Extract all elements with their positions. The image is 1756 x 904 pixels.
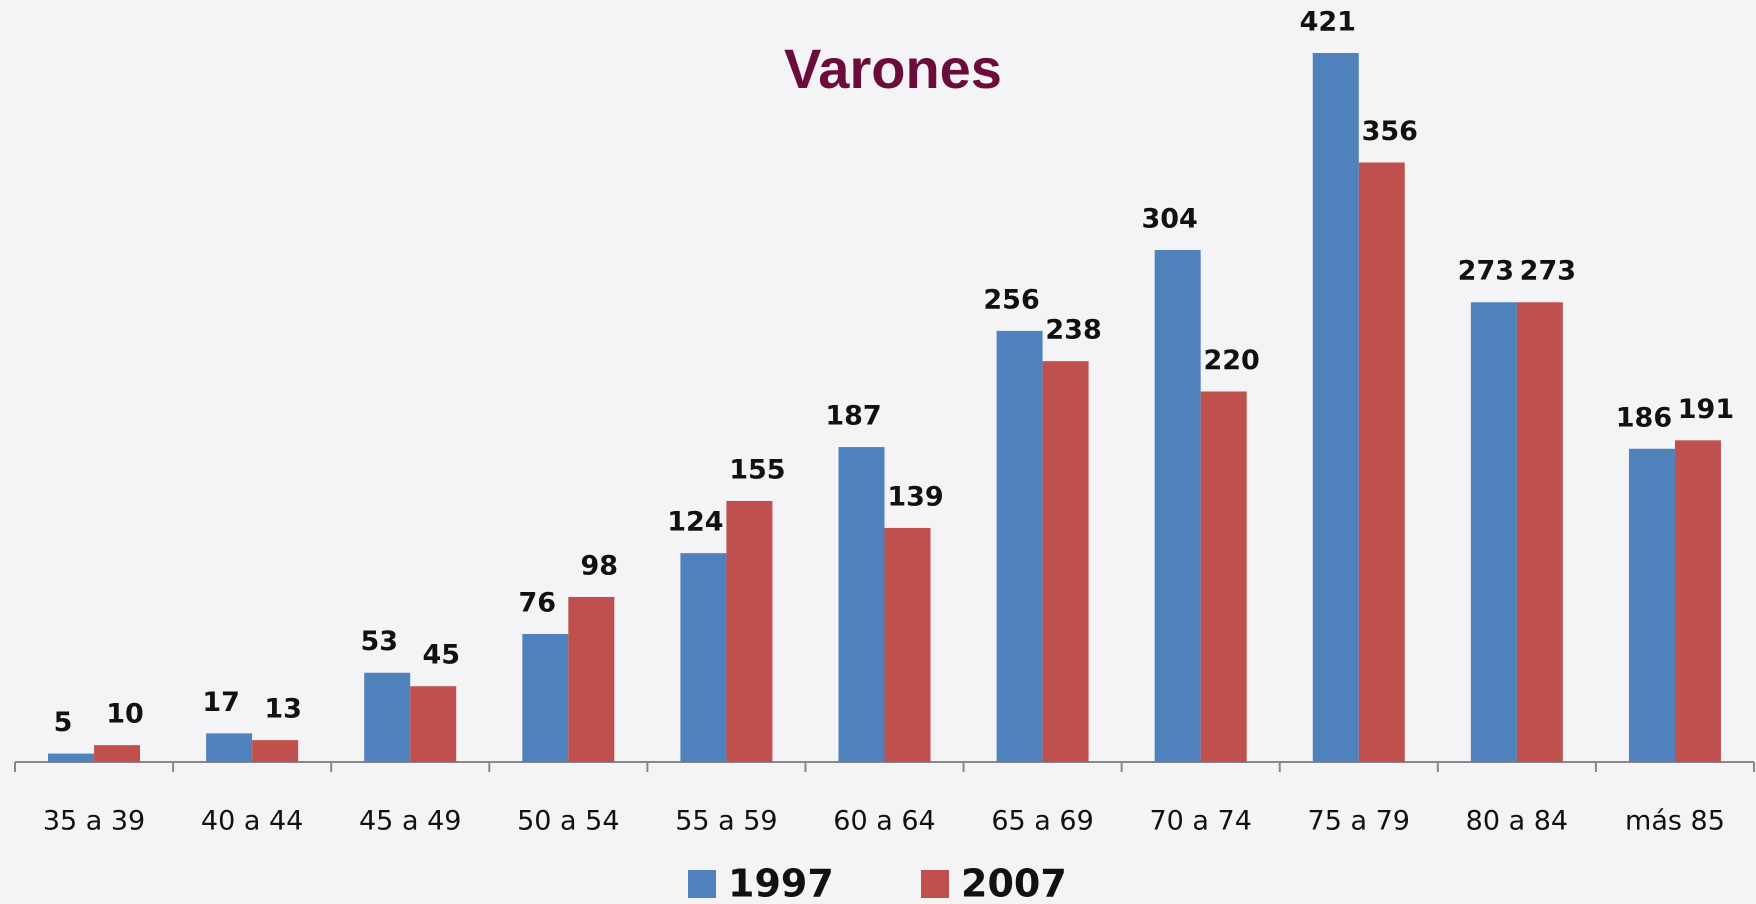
legend-swatch	[688, 870, 716, 898]
legend-swatch	[921, 870, 949, 898]
legend-label: 2007	[961, 862, 1067, 904]
x-tick-label: 70 a 74	[1149, 806, 1251, 837]
bar	[1470, 302, 1517, 762]
bar	[1516, 302, 1563, 762]
bar	[568, 596, 615, 762]
data-label: 10	[106, 699, 144, 730]
data-label: 139	[887, 481, 943, 512]
bar	[1312, 53, 1359, 762]
bar	[1358, 162, 1405, 762]
x-tick-label: 45 a 49	[359, 806, 461, 837]
data-label: 76	[519, 588, 557, 619]
data-label: 186	[1616, 402, 1672, 433]
data-label: 17	[202, 687, 240, 718]
bar	[364, 672, 411, 762]
bar	[1200, 391, 1247, 762]
bar	[884, 527, 931, 762]
data-label: 5	[54, 707, 73, 738]
data-label: 124	[667, 507, 723, 538]
bar	[996, 330, 1043, 762]
bar	[680, 553, 727, 762]
x-tick-label: 60 a 64	[833, 806, 935, 837]
data-label: 45	[422, 640, 460, 671]
data-label: 421	[1300, 7, 1356, 38]
data-label: 155	[729, 454, 785, 485]
x-tick-label: 80 a 84	[1466, 806, 1568, 837]
bar	[1674, 440, 1721, 762]
bar	[206, 733, 253, 762]
data-label: 356	[1362, 116, 1418, 147]
bar	[726, 500, 773, 762]
bar	[410, 686, 457, 762]
data-label: 273	[1520, 256, 1576, 287]
bar	[522, 634, 569, 762]
x-tick-label: 35 a 39	[43, 806, 145, 837]
x-tick-label: 50 a 54	[517, 806, 619, 837]
bar	[1628, 448, 1675, 762]
x-tick-label: 65 a 69	[991, 806, 1093, 837]
x-tick-label: 40 a 44	[201, 806, 303, 837]
data-label: 273	[1458, 256, 1514, 287]
bar	[48, 753, 95, 762]
x-tick-label: más 85	[1625, 806, 1725, 837]
data-label: 238	[1045, 315, 1101, 346]
data-label: 191	[1678, 394, 1734, 425]
legend-label: 1997	[728, 862, 834, 904]
data-label: 220	[1203, 345, 1259, 376]
bar	[252, 740, 299, 762]
data-label: 256	[983, 284, 1039, 315]
data-label: 98	[581, 550, 619, 581]
data-label: 53	[360, 626, 398, 657]
bar	[1154, 250, 1201, 762]
bar	[838, 447, 885, 762]
data-label: 187	[825, 401, 881, 432]
x-tick-label: 55 a 59	[675, 806, 777, 837]
data-label: 304	[1141, 204, 1197, 235]
chart-title: Varones	[784, 37, 1002, 100]
x-tick-label: 75 a 79	[1308, 806, 1410, 837]
bar	[1042, 361, 1089, 762]
data-label: 13	[264, 694, 302, 725]
bar	[94, 745, 141, 762]
